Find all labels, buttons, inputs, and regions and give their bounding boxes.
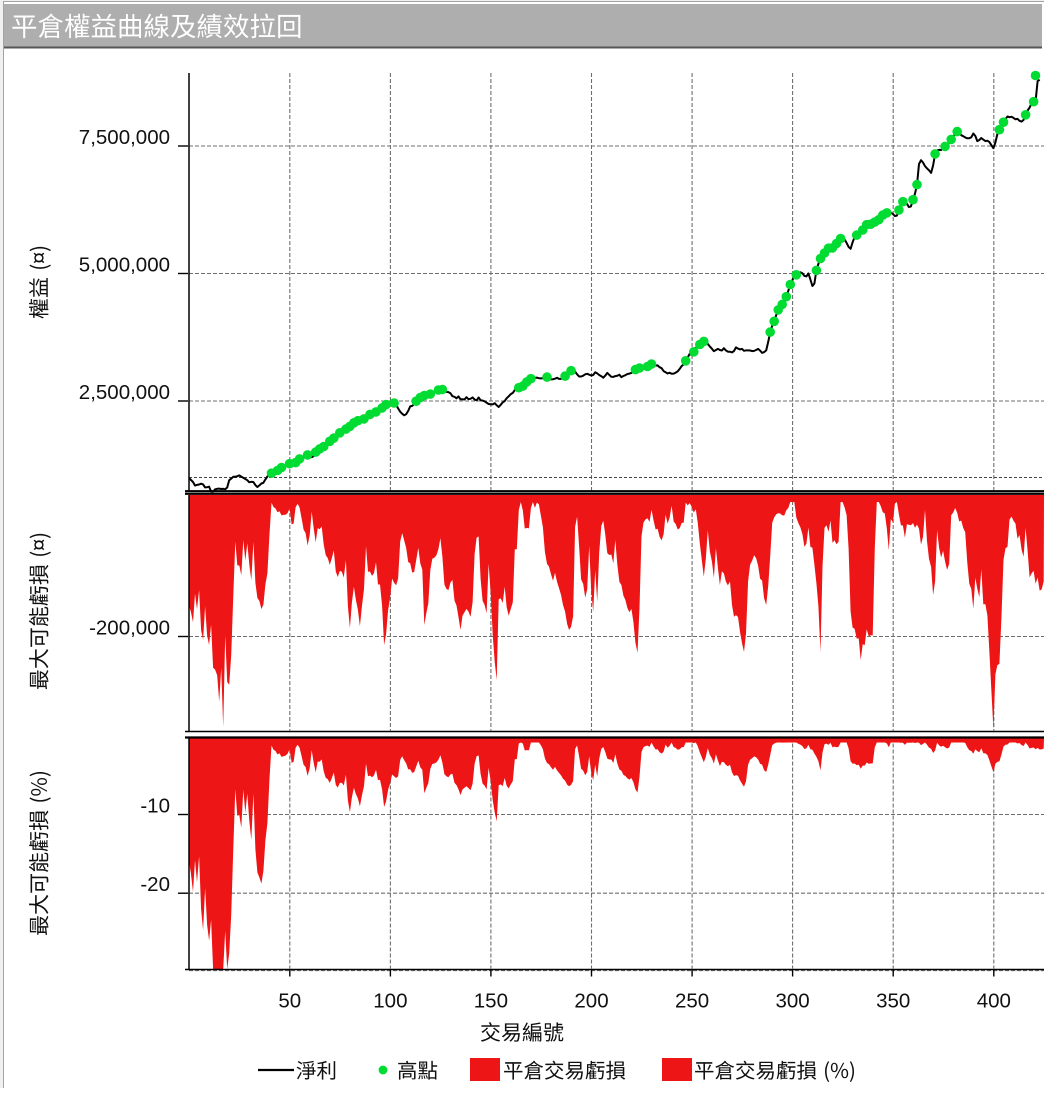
svg-text:400: 400 xyxy=(977,990,1011,1013)
svg-text:7,500,000: 7,500,000 xyxy=(79,126,170,149)
svg-text:5,000,000: 5,000,000 xyxy=(79,254,170,277)
svg-text:-10: -10 xyxy=(140,795,170,818)
svg-text:2,500,000: 2,500,000 xyxy=(79,381,170,404)
svg-text:200: 200 xyxy=(574,990,608,1013)
svg-text:-200,000: -200,000 xyxy=(89,617,170,640)
svg-text:150: 150 xyxy=(474,990,508,1013)
svg-text:50: 50 xyxy=(278,990,301,1013)
svg-text:100: 100 xyxy=(373,990,407,1013)
svg-text:300: 300 xyxy=(775,990,809,1013)
svg-text:350: 350 xyxy=(876,990,910,1013)
svg-text:250: 250 xyxy=(675,990,709,1013)
svg-text:-20: -20 xyxy=(140,873,170,896)
